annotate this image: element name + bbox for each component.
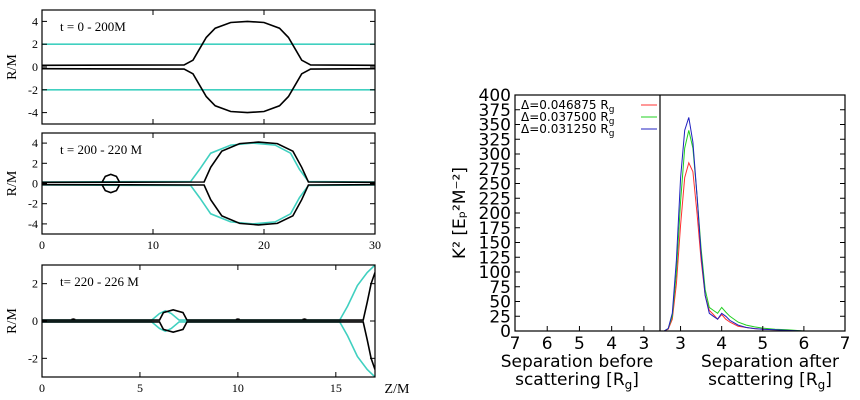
x-tick-label: 3 [638, 334, 649, 354]
y-tick-label: 275 [479, 160, 511, 180]
y-axis-label: K² [Eₚ²M⁻²] [450, 167, 470, 259]
y-tick-label: 4 [32, 14, 38, 28]
y-tick-label: 400 [479, 86, 511, 106]
panel-bottom-left: 2 0 -2 0 5 10 15 t= 220 - 226 M R/M Z/M [5, 264, 410, 397]
series-group [42, 265, 375, 377]
y-tick-label: 300 [479, 145, 511, 165]
legend-label-subscript: g [609, 117, 615, 127]
panel-annotation: t= 220 - 226 M [60, 274, 139, 289]
series-line-0 [42, 265, 375, 321]
x-label-before-bracket: ] [632, 370, 639, 390]
x-tick-label: 0 [39, 381, 45, 395]
x-tick-label: 20 [258, 238, 270, 252]
y-tick-label: 2 [32, 277, 38, 291]
y-tick-label: 0 [32, 314, 38, 328]
y-tick-label: 250 [479, 175, 511, 195]
series-line-4 [101, 173, 121, 183]
y-tick-label: 150 [479, 234, 511, 254]
series-line-1 [660, 130, 804, 331]
x-tick-label: 10 [232, 381, 244, 395]
y-tick-label: -4 [28, 217, 38, 231]
legend-label: Δ=0.037500 Rg [521, 110, 614, 127]
x-tick-label: 5 [137, 381, 143, 395]
x-label-before-text: scattering [R [515, 370, 625, 390]
x-tick-label: 5 [757, 334, 768, 354]
y-axis-label: R/M [5, 308, 20, 334]
y-tick-label: 4 [32, 136, 38, 150]
series-line-5 [101, 184, 121, 194]
series-line-3 [42, 321, 375, 370]
y-tick-label: -2 [28, 351, 38, 365]
x-tick-label: 4 [716, 334, 727, 354]
x-tick-label: 7 [840, 334, 851, 354]
x-label-before-line2: scattering [Rg] [515, 370, 639, 392]
y-tick-label: -4 [28, 106, 38, 120]
x-tick-label: 0 [39, 238, 45, 252]
y-tick-label: 25 [489, 307, 511, 327]
x-tick-label: 4 [606, 334, 617, 354]
x-label-after-bracket: ] [825, 370, 832, 390]
y-tick-label: 0 [32, 177, 38, 191]
y-tick-label: 0 [500, 322, 511, 342]
x-tick-label: 5 [574, 334, 585, 354]
x-tick-label: 3 [675, 334, 686, 354]
x-label-before-subscript: g [625, 378, 633, 392]
y-tick-label: 125 [479, 248, 511, 268]
series-line-1 [42, 321, 375, 377]
panel-right: 0255075100125150175200225250275300325350… [450, 86, 850, 392]
series-group [42, 141, 375, 226]
y-axis-label: R/M [5, 54, 20, 80]
series-line-3 [42, 67, 375, 114]
series-group [42, 20, 375, 114]
legend-label-subscript: g [609, 105, 615, 115]
x-tick-label: 6 [798, 334, 809, 354]
x-tick-label: 7 [510, 334, 521, 354]
legend-label: Δ=0.046875 Rg [521, 98, 614, 115]
panel-annotation: t = 200 - 220 M [60, 142, 143, 157]
series-line-3 [42, 183, 375, 226]
panel-annotation: t = 0 - 200M [60, 19, 126, 34]
legend-label: Δ=0.031250 Rg [521, 122, 614, 139]
x-tick-label: 30 [369, 238, 381, 252]
x-label-before-line1: Separation before [501, 352, 654, 372]
series-group [660, 117, 804, 331]
x-label-after-text: scattering [R [708, 370, 818, 390]
y-tick-label: 50 [489, 293, 511, 313]
x-label-after-line2: scattering [Rg] [708, 370, 832, 392]
y-tick-label: 75 [489, 278, 511, 298]
y-tick-label: 2 [32, 156, 38, 170]
y-tick-label: 0 [32, 60, 38, 74]
x-tick-label: 10 [147, 238, 159, 252]
y-tick-label: 225 [479, 189, 511, 209]
x-label-after-line1: Separation after [701, 352, 839, 372]
y-tick-label: 200 [479, 204, 511, 224]
series-line-2 [42, 141, 375, 184]
y-tick-label: 2 [32, 37, 38, 51]
y-tick-label: -2 [28, 197, 38, 211]
legend-label-subscript: g [609, 129, 615, 139]
series-line-2 [42, 20, 375, 67]
y-tick-label: 100 [479, 263, 511, 283]
y-tick-label: 375 [479, 101, 511, 121]
x-axis-label: Z/M [385, 382, 410, 397]
series-line-2 [660, 117, 804, 331]
series-line-1 [42, 184, 375, 225]
y-tick-label: 350 [479, 116, 511, 136]
series-line-2 [42, 272, 375, 321]
panel-top-left: 4 2 0 -2 -4 t = 0 - 200M R/M [5, 9, 376, 125]
y-tick-label: 325 [479, 130, 511, 150]
x-tick-label: 15 [330, 381, 342, 395]
y-axis-label: R/M [5, 170, 20, 196]
y-tick-label: -2 [28, 83, 38, 97]
panel-middle-left: 420-2-40 10 20 30t = 200 - 220 MR/M [5, 132, 381, 252]
x-tick-label: 6 [542, 334, 553, 354]
y-tick-label: 175 [479, 219, 511, 239]
x-label-after-subscript: g [818, 378, 826, 392]
